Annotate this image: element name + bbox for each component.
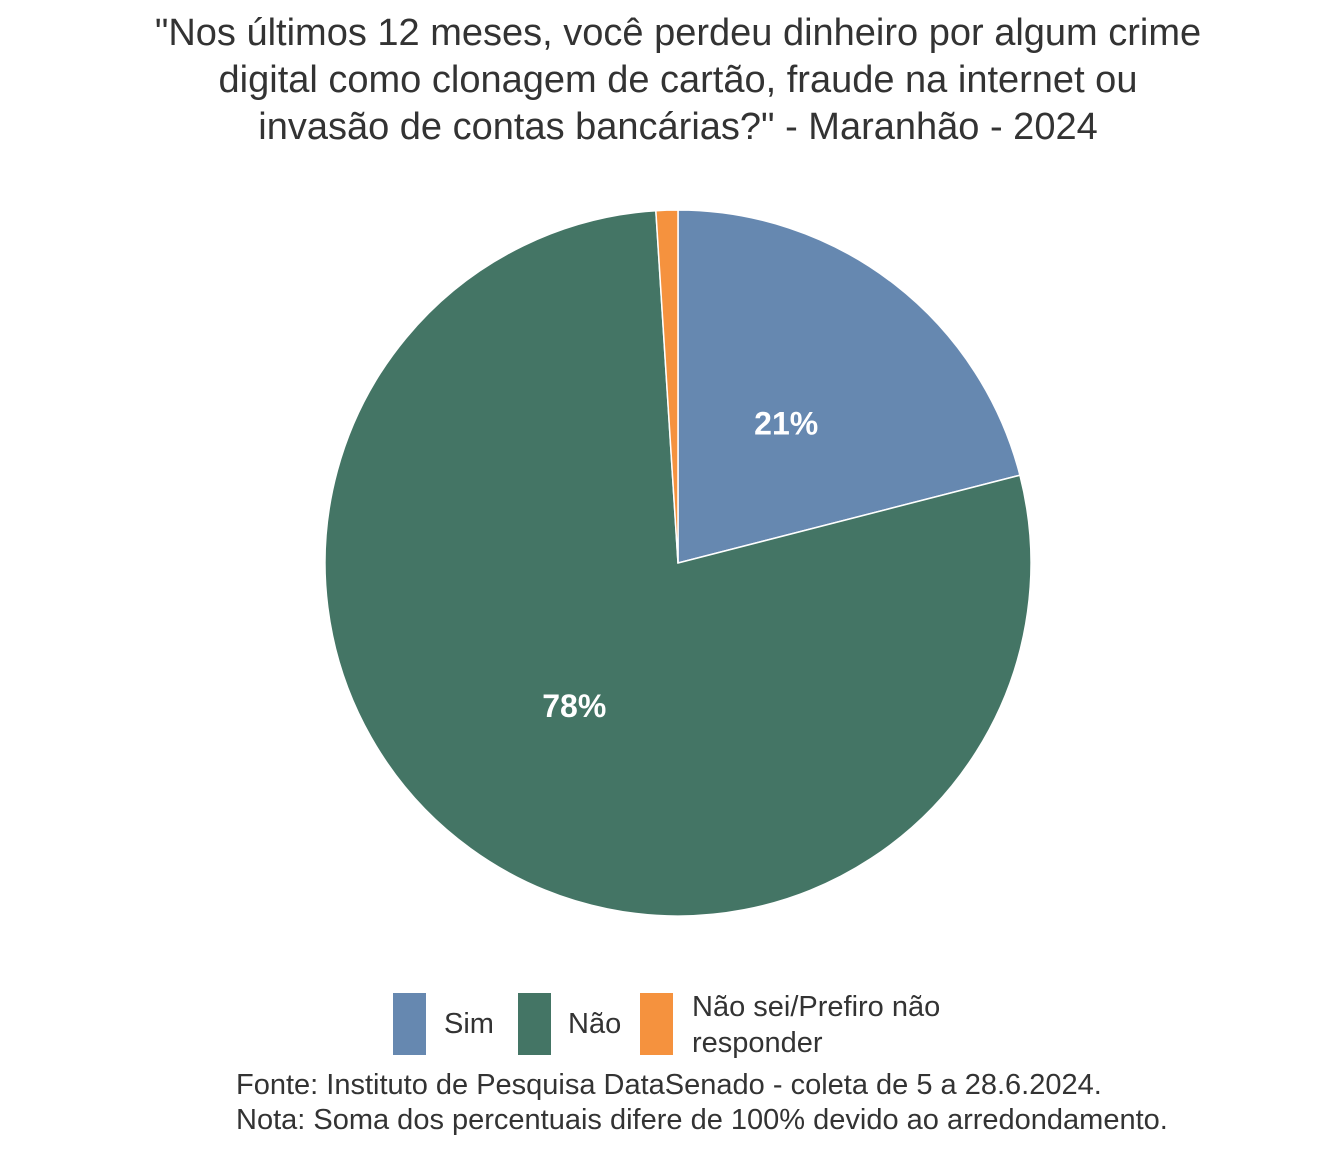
chart-title-line-3: invasão de contas bancárias?" - Maranhão… xyxy=(258,106,1098,148)
legend-key-nao xyxy=(518,993,551,1055)
pie-label-sim: 21% xyxy=(754,406,818,442)
chart-title-line-1: "Nos últimos 12 meses, você perdeu dinhe… xyxy=(154,12,1202,54)
legend-label-nao-sei-line-1: Não sei/Prefiro não xyxy=(692,991,941,1023)
chart-title: "Nos últimos 12 meses, você perdeu dinhe… xyxy=(0,10,1344,151)
caption-source: Fonte: Instituto de Pesquisa DataSenado … xyxy=(236,1069,1102,1101)
chart-caption: Fonte: Instituto de Pesquisa DataSenado … xyxy=(236,1068,1168,1138)
pie-slice-sim xyxy=(677,209,1021,564)
pie-slices xyxy=(324,209,1032,917)
pie-slice-nao xyxy=(324,209,1032,917)
caption-note: Nota: Soma dos percentuais difere de 100… xyxy=(236,1104,1168,1136)
legend-label-nao: Não xyxy=(568,1008,622,1040)
legend-key-nao-sei xyxy=(640,993,673,1055)
pie-slice-nao-sei xyxy=(655,209,679,564)
legend-key-sim xyxy=(393,993,426,1055)
pie-label-nao: 78% xyxy=(542,688,606,724)
pie-slice-labels: 21% 78% xyxy=(542,406,818,724)
legend-label-nao-sei-line-2: responder xyxy=(692,1027,823,1059)
legend-label-sim: Sim xyxy=(444,1008,494,1040)
chart-title-line-2: digital como clonagem de cartão, fraude … xyxy=(218,59,1138,101)
